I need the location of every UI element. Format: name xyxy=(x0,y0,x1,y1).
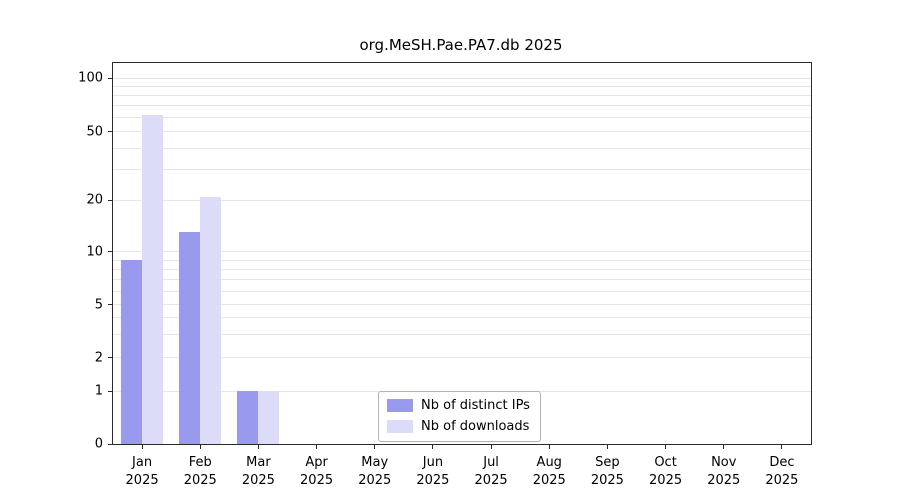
x-tick-label: Feb 2025 xyxy=(183,455,217,488)
gridline xyxy=(113,357,811,359)
y-tick-label: 1 xyxy=(94,383,103,399)
x-tick-mark xyxy=(665,445,667,449)
gridline xyxy=(113,95,811,97)
gridline xyxy=(113,169,811,171)
y-tick-mark xyxy=(108,199,112,201)
bar-distinct-ips xyxy=(121,260,143,444)
y-tick-mark xyxy=(108,390,112,392)
x-tick-label: Nov 2025 xyxy=(707,455,741,488)
gridline xyxy=(113,105,811,107)
x-tick-label: Oct 2025 xyxy=(649,455,683,488)
gridline xyxy=(113,268,811,270)
plot-area: Nb of distinct IPs Nb of downloads 0 1 2 5 1… xyxy=(78,62,812,488)
y-tick-label: 0 xyxy=(94,436,103,452)
x-tick-label: Sep 2025 xyxy=(590,455,624,488)
gridline xyxy=(113,199,811,201)
bar-distinct-ips xyxy=(237,391,259,444)
x-tick-mark xyxy=(781,445,783,449)
x-tick-mark xyxy=(316,445,318,449)
y-tick-label: 5 xyxy=(94,297,103,313)
x-tick-label: Jan 2025 xyxy=(125,455,159,488)
legend-swatch-distinct-ips xyxy=(387,399,413,412)
x-tick-label: May 2025 xyxy=(358,455,392,488)
y-tick-label: 10 xyxy=(86,244,103,260)
x-tick-label: Aug 2025 xyxy=(532,455,566,488)
chart-title: org.MeSH.Pae.PA7.db 2025 xyxy=(359,36,563,54)
legend-entry-downloads: Nb of downloads xyxy=(387,419,530,434)
x-tick-mark xyxy=(606,445,608,449)
legend-entry-distinct-ips: Nb of distinct IPs xyxy=(387,398,530,413)
x-tick-label: Mar 2025 xyxy=(241,455,275,488)
x-tick-mark xyxy=(374,445,376,449)
y-tick-mark xyxy=(108,357,112,359)
gridline xyxy=(113,304,811,306)
gridline xyxy=(113,77,811,79)
y-tick-mark xyxy=(108,131,112,133)
gridline xyxy=(113,317,811,319)
x-tick-mark xyxy=(141,445,143,449)
gridline xyxy=(113,278,811,280)
bar-downloads xyxy=(258,391,280,444)
legend-label-distinct-ips: Nb of distinct IPs xyxy=(421,398,530,413)
x-tick-mark xyxy=(199,445,201,449)
gridline xyxy=(113,85,811,87)
x-tick-mark xyxy=(723,445,725,449)
x-tick-label: Apr 2025 xyxy=(300,455,334,488)
gridline xyxy=(113,131,811,133)
legend: Nb of distinct IPs Nb of downloads xyxy=(378,391,541,442)
bar-distinct-ips xyxy=(179,232,201,444)
y-tick-mark xyxy=(108,443,112,445)
x-tick-label: Dec 2025 xyxy=(765,455,799,488)
y-tick-label: 2 xyxy=(94,350,103,366)
y-tick-mark xyxy=(108,251,112,253)
legend-swatch-downloads xyxy=(387,420,413,433)
x-tick-label: Jul 2025 xyxy=(474,455,508,488)
y-tick-label: 20 xyxy=(86,192,103,208)
x-tick-mark xyxy=(432,445,434,449)
y-tick-label: 100 xyxy=(78,70,103,86)
gridline xyxy=(113,259,811,261)
y-tick-label: 50 xyxy=(86,124,103,140)
gridline xyxy=(113,251,811,253)
legend-label-downloads: Nb of downloads xyxy=(421,419,530,434)
x-tick-label: Jun 2025 xyxy=(416,455,450,488)
bar-downloads xyxy=(142,115,164,444)
gridline xyxy=(113,333,811,335)
y-tick-mark xyxy=(108,77,112,79)
bar-downloads xyxy=(200,196,222,444)
gridline xyxy=(113,290,811,292)
x-tick-mark xyxy=(257,445,259,449)
x-tick-mark xyxy=(490,445,492,449)
x-tick-mark xyxy=(548,445,550,449)
gridline xyxy=(113,148,811,150)
y-tick-mark xyxy=(108,304,112,306)
gridline xyxy=(113,117,811,119)
